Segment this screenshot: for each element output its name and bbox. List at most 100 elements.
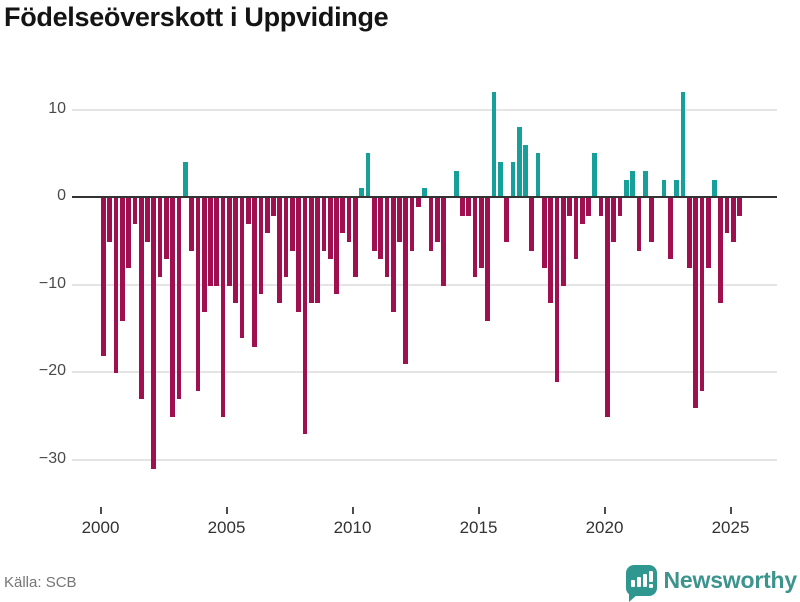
bar (403, 198, 409, 365)
bar (466, 198, 472, 216)
bar (384, 198, 390, 277)
brand-name: Newsworthy (663, 566, 798, 593)
bar (611, 198, 617, 242)
bar (630, 170, 635, 198)
bar (441, 198, 446, 286)
bar (290, 198, 295, 251)
bar (699, 198, 705, 391)
bar (636, 198, 642, 251)
bar (397, 198, 402, 242)
bar (592, 153, 598, 198)
bar (535, 153, 541, 198)
y-axis-label: −10 (38, 274, 66, 292)
x-axis: 2000 2005 2010 2015 2020 2025 (72, 505, 777, 550)
bar (195, 198, 201, 391)
x-axis-label: 2020 (585, 518, 624, 537)
bar (321, 198, 327, 251)
bar (271, 198, 276, 216)
bar (126, 198, 131, 268)
y-axis: 10 0 −10 −20 −30 (8, 85, 66, 505)
bar (529, 198, 535, 251)
bar (434, 198, 440, 242)
logo-bar-icon (642, 573, 647, 587)
bar (283, 198, 289, 277)
bar (308, 198, 314, 303)
bar (145, 198, 150, 242)
bar (693, 198, 698, 408)
bar (586, 198, 591, 216)
bar (567, 198, 572, 216)
bar (365, 153, 371, 198)
bar (661, 179, 667, 197)
bar (573, 198, 579, 260)
x-axis-label: 2005 (207, 518, 246, 537)
bar (516, 127, 522, 197)
bar (182, 162, 188, 197)
x-axis-tick (477, 507, 480, 514)
bar (220, 198, 226, 417)
bar (334, 198, 339, 295)
bar (315, 198, 320, 303)
bar (258, 198, 264, 295)
x-axis-label: 2025 (711, 518, 750, 537)
chart-title: Födelseöverskott i Uppvidinge (4, 2, 389, 32)
x-axis-tick (351, 507, 354, 514)
bar (428, 198, 434, 251)
plot-area (72, 85, 777, 505)
bar (340, 198, 346, 233)
bar (554, 198, 560, 382)
gridline (72, 283, 777, 286)
bar (277, 198, 283, 303)
y-axis-label: −20 (38, 362, 66, 379)
gridline (72, 371, 777, 373)
gridline (72, 108, 777, 111)
bar (510, 162, 516, 197)
bar (642, 170, 648, 198)
x-axis-tick (225, 507, 228, 514)
bar (416, 198, 421, 207)
bar (422, 188, 428, 198)
x-axis-tick (603, 507, 606, 514)
bar (497, 162, 503, 197)
bar (164, 198, 169, 260)
newsworthy-logo-icon (625, 564, 657, 602)
bar (680, 92, 686, 197)
bar (523, 144, 528, 197)
gridline (72, 458, 777, 461)
bar (649, 198, 654, 242)
bar (560, 198, 566, 286)
bar (579, 198, 585, 225)
bar (605, 198, 610, 417)
bar (724, 198, 730, 233)
bar (239, 198, 245, 338)
bar (390, 198, 396, 312)
bar (598, 198, 604, 216)
bar (371, 198, 377, 251)
bar (453, 170, 459, 198)
bar (327, 198, 333, 260)
bar (151, 198, 157, 470)
bar (485, 198, 491, 321)
y-axis-label: 10 (48, 99, 66, 117)
x-axis-tick (99, 507, 102, 514)
bar (107, 198, 113, 242)
bar (718, 198, 724, 303)
bar (245, 198, 251, 225)
x-axis-label: 2015 (459, 518, 498, 537)
y-axis-label: 0 (57, 187, 66, 204)
bar (731, 198, 736, 242)
source-note: Källa: SCB (4, 574, 77, 591)
logo-bar-icon (636, 576, 641, 587)
bar (617, 198, 623, 216)
logo-exclamation-icon (648, 570, 653, 582)
logo-exclamation-icon (648, 583, 653, 588)
bar (302, 198, 308, 435)
bar (214, 198, 220, 286)
bar (132, 198, 138, 225)
bar (479, 198, 484, 268)
bar (101, 198, 106, 356)
bar (378, 198, 383, 260)
bar (296, 198, 302, 312)
x-axis-tick (729, 507, 732, 514)
bar (705, 198, 711, 268)
